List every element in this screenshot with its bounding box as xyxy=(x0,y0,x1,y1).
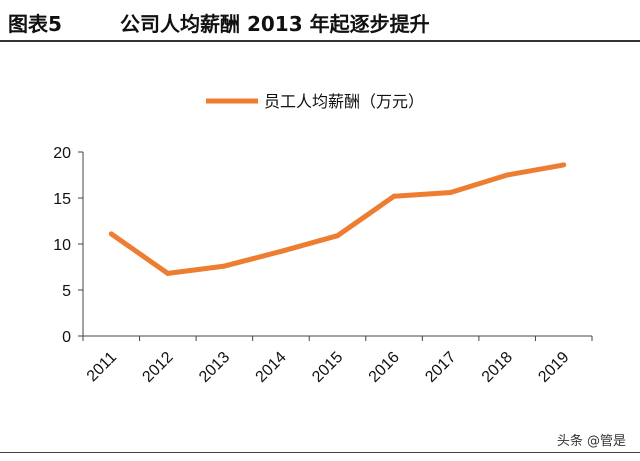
x-tick-label: 2014 xyxy=(253,349,290,386)
x-tick-label: 2016 xyxy=(366,349,403,386)
data-point xyxy=(278,248,284,254)
y-tick-label: 5 xyxy=(62,283,71,300)
x-tick-label: 2017 xyxy=(422,349,459,386)
data-point xyxy=(165,270,171,276)
series-line xyxy=(109,162,565,276)
x-tick-label: 2012 xyxy=(139,349,176,386)
data-point xyxy=(561,162,567,168)
y-tick-label: 0 xyxy=(62,329,71,346)
header-divider xyxy=(0,40,640,42)
y-axis: 0 5 10 15 20 xyxy=(53,145,84,346)
data-point xyxy=(391,193,397,199)
legend-label: 员工人均薪酬（万元） xyxy=(264,92,424,111)
data-point xyxy=(448,189,454,195)
figure-title: 公司人均薪酬 2013 年起逐步提升 xyxy=(120,12,430,36)
data-point xyxy=(108,231,114,237)
y-tick-label: 15 xyxy=(53,191,71,208)
x-tick-label: 2019 xyxy=(535,349,572,386)
legend: 员工人均薪酬（万元） xyxy=(206,92,424,111)
footer-divider xyxy=(0,452,640,453)
series-layer xyxy=(108,162,567,276)
y-tick-label: 20 xyxy=(53,145,71,162)
x-tick-label: 2013 xyxy=(196,349,233,386)
x-tick-label: 2011 xyxy=(84,349,120,385)
figure-header: 图表5 公司人均薪酬 2013 年起逐步提升 xyxy=(0,0,640,44)
x-tick-label: 2015 xyxy=(309,349,346,386)
watermark-text: 头条 @管是 xyxy=(556,434,626,449)
data-point xyxy=(504,172,510,178)
y-tick-label: 10 xyxy=(53,237,71,254)
data-point xyxy=(335,233,340,239)
data-point xyxy=(221,263,227,269)
x-tick-label: 2018 xyxy=(479,349,516,386)
x-axis: 2011 2012 2013 2014 2015 2016 2017 2018 2019 xyxy=(82,335,593,386)
figure-label: 图表5 xyxy=(8,12,62,36)
